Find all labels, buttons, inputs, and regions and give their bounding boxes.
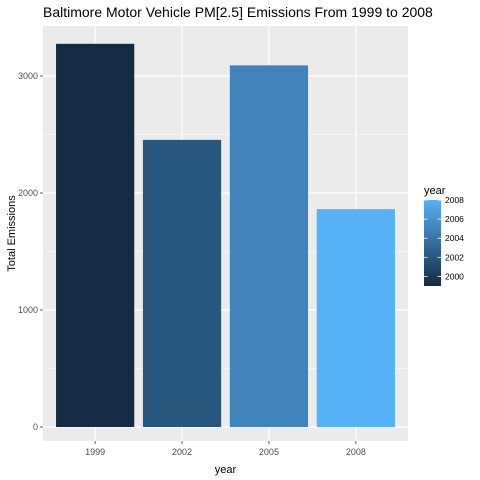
x-tick-marks [94, 441, 357, 444]
x-tick-label: 1999 [85, 447, 105, 457]
y-tick-marks [40, 75, 43, 428]
bar-2002 [142, 139, 222, 427]
legend-colorbar [424, 200, 441, 286]
legend-tick-label: 2008 [445, 195, 464, 205]
bar-2008 [316, 209, 395, 427]
y-tick-labels: 0 1000 2000 3000 [18, 71, 38, 432]
x-axis-title: year [215, 464, 237, 476]
legend-tick-label: 2006 [445, 214, 464, 224]
chart-title: Baltimore Motor Vehicle PM[2.5] Emission… [43, 4, 433, 20]
bar-1999 [56, 43, 135, 427]
y-tick-label: 2000 [18, 188, 38, 198]
bar-2005 [229, 65, 309, 427]
y-tick-label: 0 [33, 422, 38, 432]
y-tick-label: 3000 [18, 71, 38, 81]
y-tick-label: 1000 [18, 305, 38, 315]
x-tick-labels: 1999 2002 2005 2008 [85, 447, 366, 457]
legend-tick-label: 2004 [445, 233, 464, 243]
y-axis-title: Total Emissions [6, 195, 18, 272]
x-tick-label: 2005 [259, 447, 279, 457]
x-tick-label: 2008 [346, 447, 366, 457]
legend-tick-label: 2002 [445, 252, 464, 262]
legend-ticks: 2000 2002 2004 2006 2008 [424, 195, 464, 281]
legend: year 2000 2002 2004 2006 2008 [424, 185, 464, 286]
legend-tick-label: 2000 [445, 271, 464, 281]
bars [56, 43, 395, 427]
x-tick-label: 2002 [172, 447, 192, 457]
legend-title: year [424, 185, 446, 197]
